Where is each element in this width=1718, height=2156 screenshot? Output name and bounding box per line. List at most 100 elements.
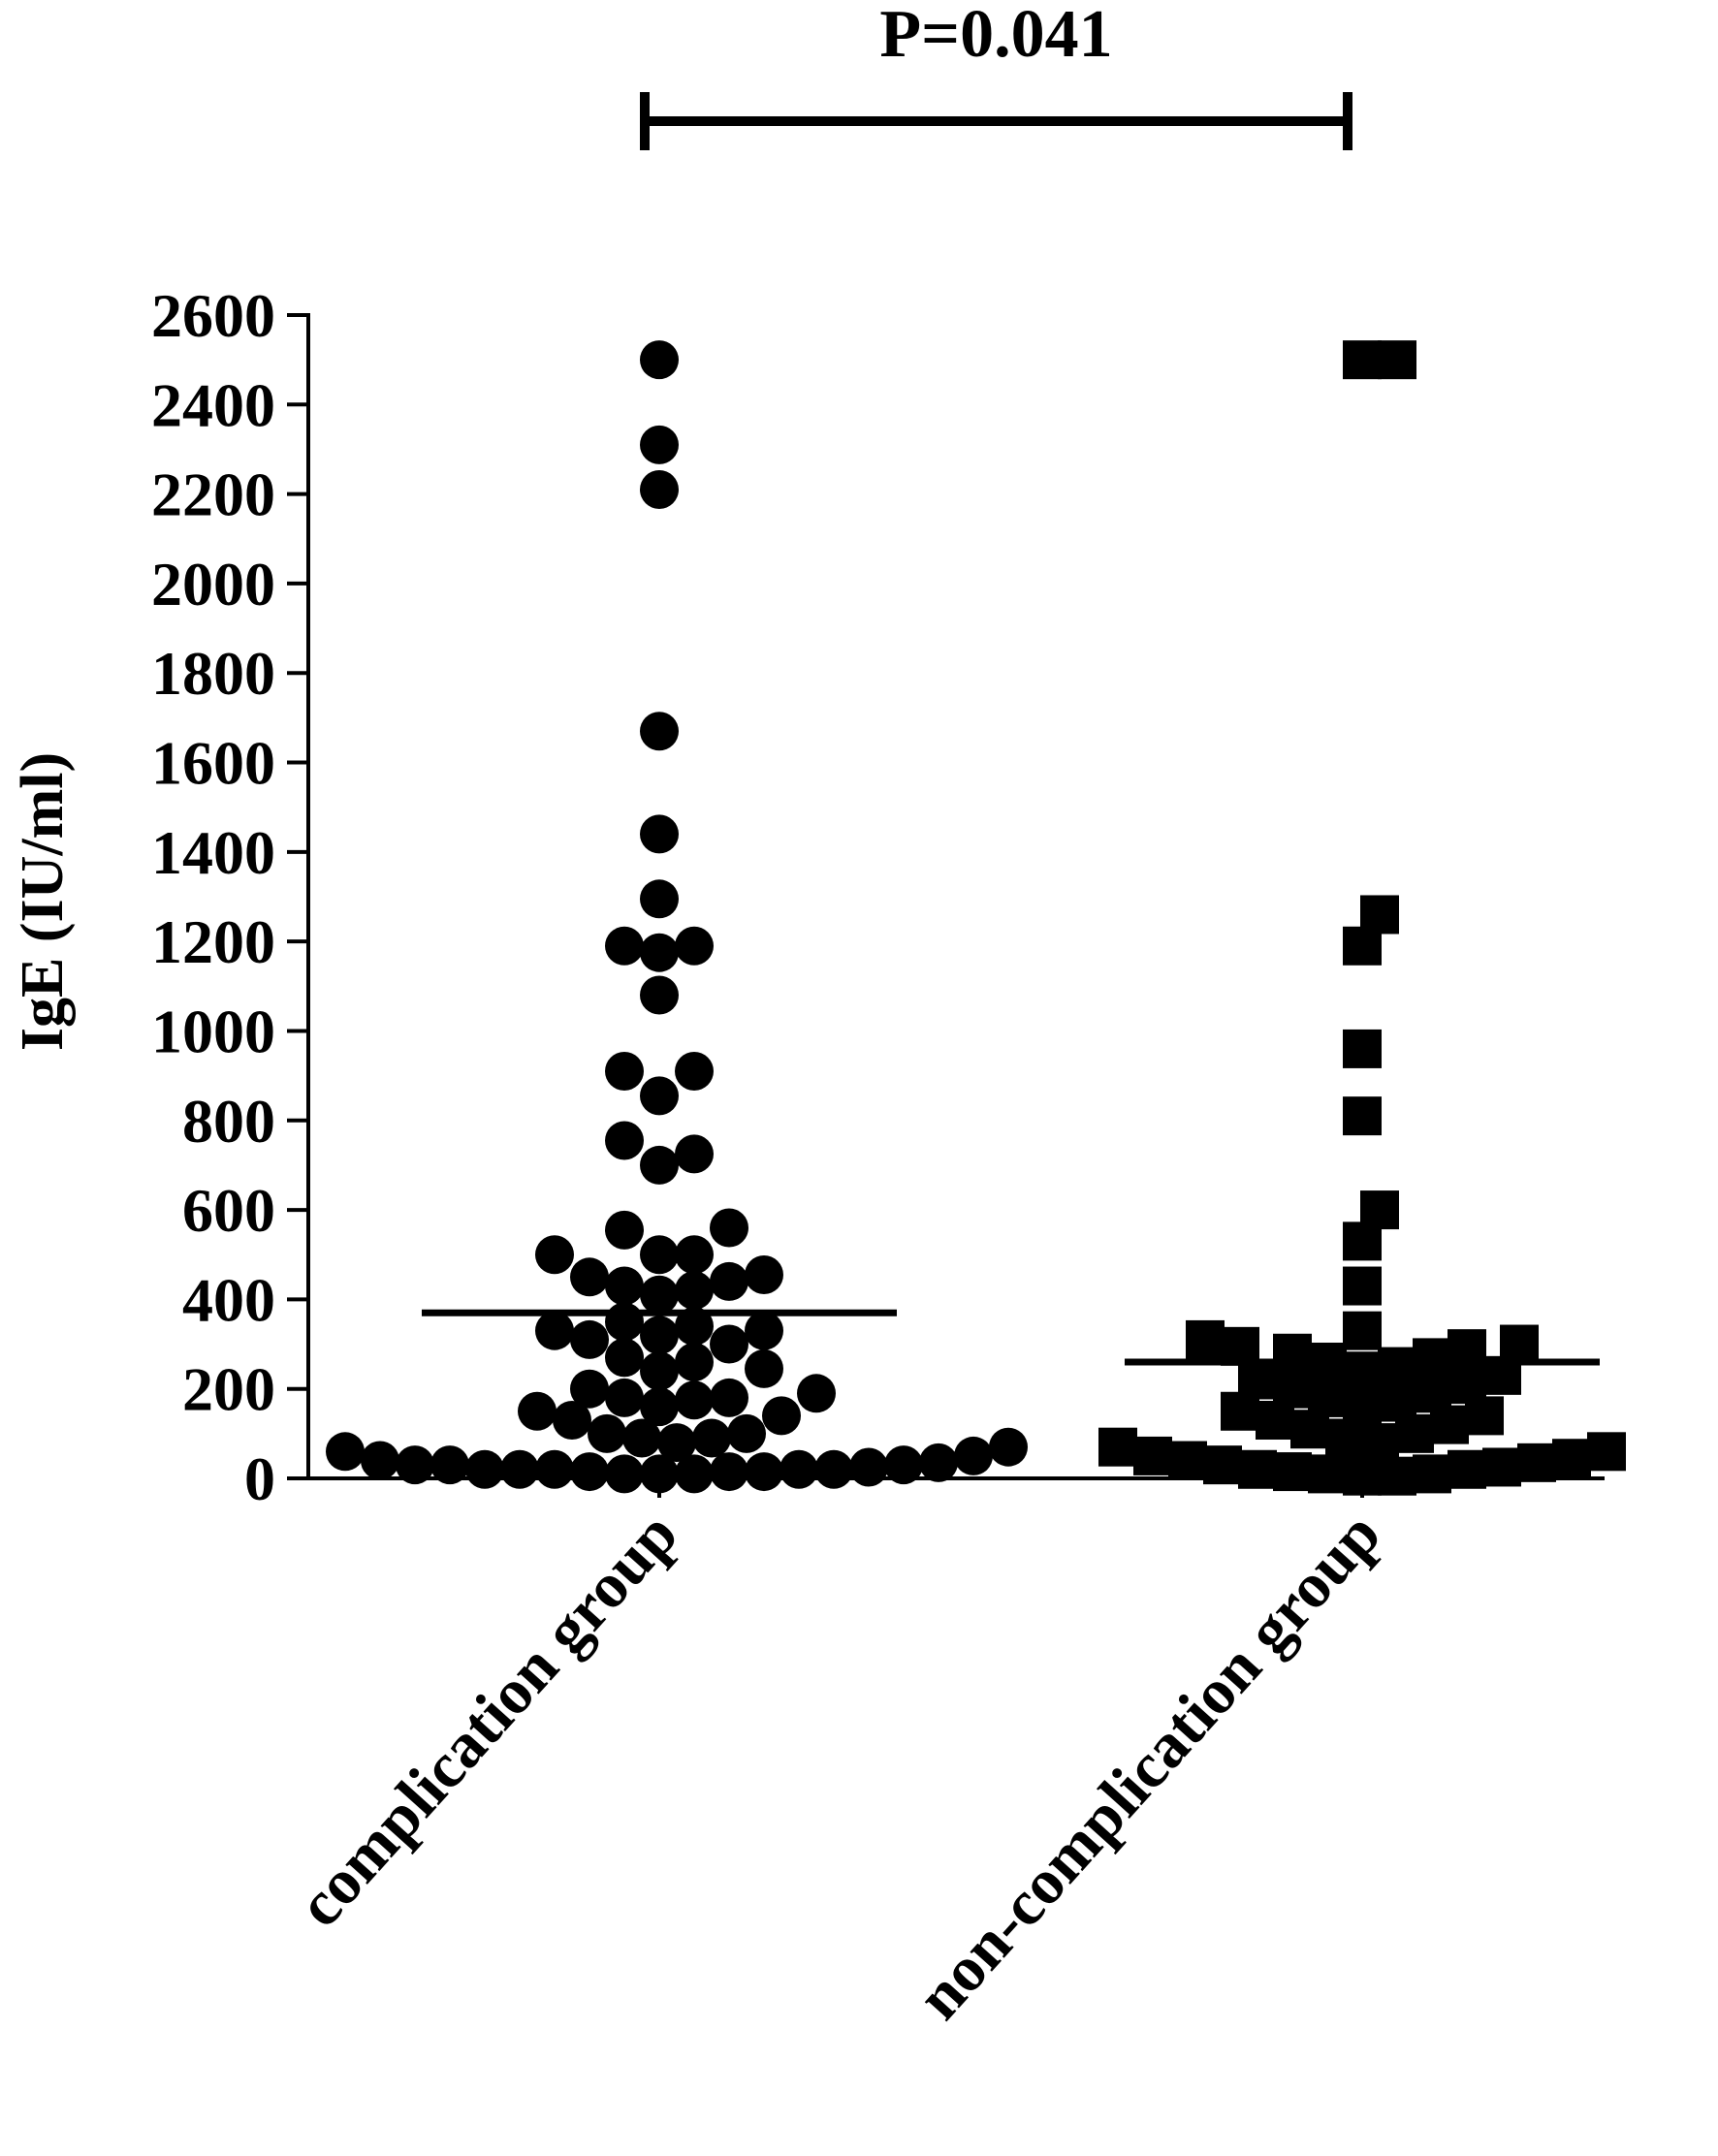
data-point <box>326 1432 365 1472</box>
data-point <box>535 1235 574 1275</box>
data-point <box>1343 340 1382 380</box>
y-tick-label: 200 <box>182 1355 275 1424</box>
y-tick-label: 800 <box>182 1087 275 1156</box>
data-point <box>919 1443 958 1482</box>
data-point <box>605 1338 644 1378</box>
y-tick-label: 2400 <box>151 370 275 439</box>
data-point <box>814 1449 853 1489</box>
data-point <box>675 1052 714 1091</box>
data-point <box>640 933 679 972</box>
data-point <box>570 1369 609 1409</box>
data-point <box>535 1449 574 1489</box>
data-point <box>1360 1190 1399 1230</box>
data-point <box>1413 1454 1451 1494</box>
data-point <box>640 1454 679 1494</box>
data-point <box>1308 1454 1347 1494</box>
data-point <box>640 1351 679 1391</box>
significance-bracket: P=0.041 <box>640 0 1352 150</box>
data-point <box>710 1261 748 1301</box>
data-point <box>710 1452 748 1492</box>
data-point <box>1343 1029 1382 1068</box>
data-point <box>675 1454 714 1494</box>
data-point <box>640 340 679 380</box>
data-point <box>1186 1319 1225 1359</box>
data-point <box>1343 1387 1382 1427</box>
data-point <box>465 1449 504 1489</box>
data-point <box>605 1378 644 1417</box>
data-point <box>1238 1360 1277 1400</box>
data-point <box>622 1418 661 1458</box>
data-point <box>640 1387 679 1427</box>
data-point <box>1552 1439 1591 1478</box>
mean-lines <box>422 1309 1600 1366</box>
data-point <box>605 1454 644 1494</box>
data-point <box>797 1374 836 1413</box>
data-point <box>1587 1432 1626 1472</box>
data-point <box>1448 1365 1486 1405</box>
data-point <box>1203 1445 1242 1485</box>
data-point <box>884 1445 923 1485</box>
data-point <box>1238 1449 1277 1489</box>
data-point <box>1343 1351 1382 1391</box>
data-point <box>605 1052 644 1091</box>
data-point <box>518 1391 557 1431</box>
data-point <box>1378 1347 1416 1386</box>
data-point <box>640 712 679 751</box>
data-point <box>570 1319 609 1359</box>
y-tick-label: 0 <box>244 1444 275 1513</box>
data-point <box>675 926 714 966</box>
x-tick-label: non-complication group <box>904 1499 1394 2033</box>
data-point <box>710 1324 748 1364</box>
data-point <box>710 1208 748 1248</box>
y-tick-label: 1200 <box>151 907 275 976</box>
y-axis-label: IgE (IU/ml) <box>10 752 76 1051</box>
y-tick-label: 1400 <box>151 818 275 887</box>
data-points <box>326 340 1626 1496</box>
data-point <box>1273 1369 1312 1409</box>
data-point <box>1098 1427 1137 1467</box>
data-point <box>1343 1311 1382 1350</box>
data-point <box>1378 1456 1416 1496</box>
data-point <box>535 1311 574 1350</box>
data-point <box>1482 1447 1521 1487</box>
data-point <box>1133 1436 1172 1475</box>
data-point <box>1378 340 1416 380</box>
data-point <box>570 1257 609 1297</box>
data-point <box>1500 1324 1539 1364</box>
data-point <box>675 1134 714 1174</box>
y-tick-label: 1800 <box>151 639 275 708</box>
data-point <box>640 425 679 464</box>
data-point <box>640 975 679 1015</box>
data-point <box>954 1436 993 1475</box>
data-point <box>745 1255 783 1294</box>
y-tick-label: 1000 <box>151 997 275 1065</box>
data-point <box>640 814 679 854</box>
data-point <box>675 1271 714 1311</box>
y-tick-label: 400 <box>182 1265 275 1334</box>
data-point <box>675 1235 714 1275</box>
data-point <box>605 1210 644 1250</box>
data-point <box>640 1145 679 1185</box>
data-point <box>553 1401 591 1440</box>
data-point <box>640 1275 679 1315</box>
data-point <box>727 1413 766 1453</box>
data-point <box>710 1378 748 1417</box>
data-point <box>779 1449 818 1489</box>
data-point <box>1360 1423 1399 1463</box>
data-point <box>745 1452 783 1492</box>
data-point <box>588 1413 626 1453</box>
data-point <box>1343 1456 1382 1496</box>
data-point <box>1413 1338 1451 1378</box>
data-point <box>762 1396 801 1436</box>
data-point <box>675 1380 714 1420</box>
x-tick-label: complication group <box>284 1499 691 1940</box>
y-tick-label: 2000 <box>151 550 275 618</box>
p-value-label: P=0.041 <box>879 0 1112 72</box>
data-point <box>361 1441 399 1480</box>
data-point <box>1343 1096 1382 1136</box>
y-tick-label: 2600 <box>151 281 275 350</box>
data-point <box>692 1418 731 1458</box>
data-point <box>1360 895 1399 935</box>
data-point <box>605 1302 644 1342</box>
